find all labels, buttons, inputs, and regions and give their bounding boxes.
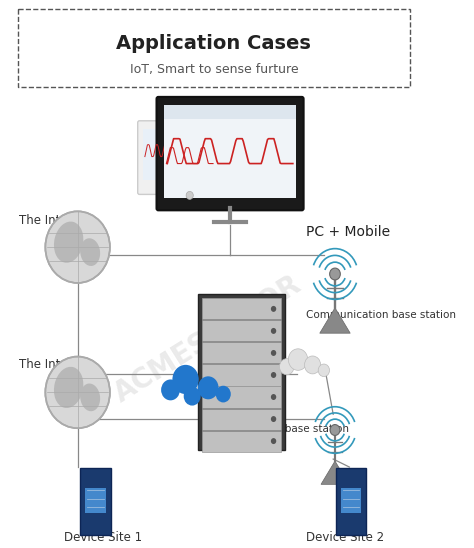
Ellipse shape <box>216 386 231 402</box>
Ellipse shape <box>54 221 83 262</box>
FancyBboxPatch shape <box>202 321 281 341</box>
FancyBboxPatch shape <box>156 97 304 210</box>
Circle shape <box>271 416 276 422</box>
FancyBboxPatch shape <box>336 468 366 535</box>
FancyBboxPatch shape <box>202 298 281 319</box>
FancyBboxPatch shape <box>143 129 168 180</box>
FancyBboxPatch shape <box>202 408 281 430</box>
Ellipse shape <box>80 238 100 266</box>
FancyBboxPatch shape <box>138 121 173 195</box>
Bar <box>18 9 410 87</box>
Text: ACMESENSOR: ACMESENSOR <box>109 271 306 409</box>
Text: The Internet: The Internet <box>19 358 92 371</box>
Circle shape <box>271 350 276 356</box>
Text: IoT, Smart to sense furture: IoT, Smart to sense furture <box>129 62 298 76</box>
FancyBboxPatch shape <box>85 488 106 513</box>
Circle shape <box>46 357 110 428</box>
FancyBboxPatch shape <box>157 111 222 204</box>
Polygon shape <box>320 308 350 333</box>
Ellipse shape <box>288 349 308 370</box>
Circle shape <box>271 438 276 444</box>
Ellipse shape <box>54 367 83 408</box>
Text: Device Site 1: Device Site 1 <box>64 530 142 544</box>
Text: The Internet: The Internet <box>19 214 92 227</box>
Text: PC + Mobile: PC + Mobile <box>306 225 391 239</box>
FancyBboxPatch shape <box>164 105 296 119</box>
Circle shape <box>271 328 276 334</box>
FancyBboxPatch shape <box>164 105 296 198</box>
FancyBboxPatch shape <box>202 342 281 363</box>
Circle shape <box>271 394 276 400</box>
FancyBboxPatch shape <box>80 468 111 535</box>
FancyBboxPatch shape <box>202 364 281 385</box>
Circle shape <box>271 306 276 312</box>
Text: Communication base station: Communication base station <box>306 310 456 320</box>
FancyBboxPatch shape <box>341 488 362 513</box>
Ellipse shape <box>184 387 201 406</box>
Ellipse shape <box>173 365 199 394</box>
Ellipse shape <box>280 359 294 375</box>
FancyBboxPatch shape <box>202 386 281 408</box>
FancyBboxPatch shape <box>198 294 285 450</box>
Circle shape <box>186 191 193 199</box>
Ellipse shape <box>304 356 320 374</box>
Polygon shape <box>321 461 349 484</box>
Circle shape <box>330 425 340 436</box>
FancyBboxPatch shape <box>164 119 216 190</box>
Ellipse shape <box>161 379 180 401</box>
Ellipse shape <box>198 376 219 399</box>
Circle shape <box>329 268 340 280</box>
Text: Communication base station: Communication base station <box>199 424 349 434</box>
Circle shape <box>271 372 276 378</box>
FancyBboxPatch shape <box>202 431 281 452</box>
Ellipse shape <box>80 384 100 411</box>
Ellipse shape <box>318 364 329 376</box>
Text: Device Site 2: Device Site 2 <box>306 530 384 544</box>
Circle shape <box>46 212 110 283</box>
Text: Application Cases: Application Cases <box>117 33 311 53</box>
